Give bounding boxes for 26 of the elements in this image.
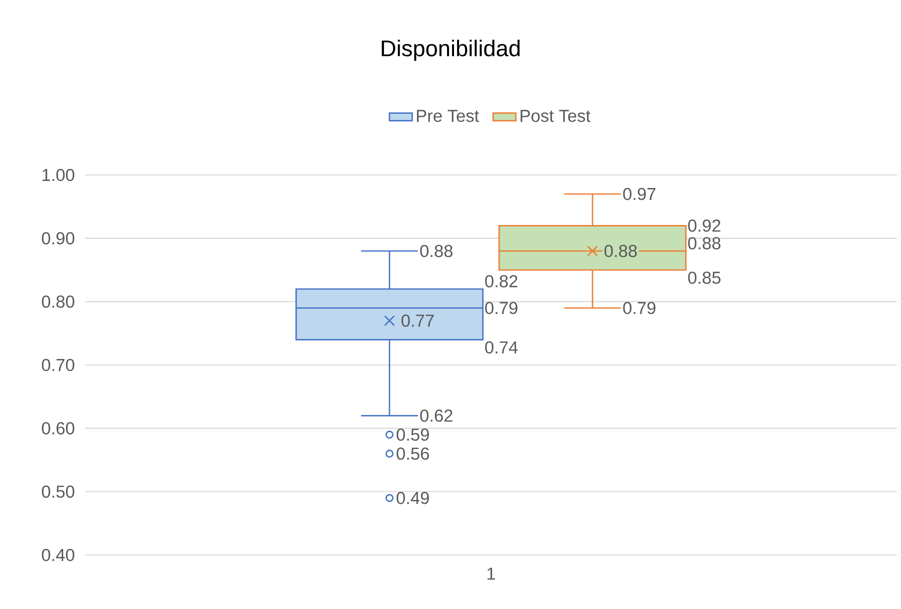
annotation: 0.79	[623, 302, 656, 314]
legend-label: Post Test	[520, 110, 590, 122]
annotation: 0.97	[623, 188, 656, 200]
annotation: 0.49	[396, 492, 429, 504]
annotation: 0.88	[420, 244, 452, 258]
y-tick-label: 0.70	[42, 358, 74, 372]
x-tick-label: 1	[487, 568, 495, 580]
annotation: 0.85	[688, 272, 720, 284]
annotation: 0.79	[485, 302, 518, 314]
annotation: 0.88	[604, 244, 637, 258]
annotation: 0.74	[485, 341, 518, 354]
annotation: 0.92	[688, 220, 720, 232]
annotation: 0.59	[396, 428, 429, 441]
y-tick-label: 0.40	[42, 548, 74, 562]
annotation: 0.62	[420, 410, 452, 422]
annotation: 0.77	[402, 314, 434, 327]
legend-label: Pre Test	[416, 110, 480, 122]
annotation: 0.88	[688, 237, 720, 250]
y-tick-label: 0.90	[42, 232, 74, 244]
chart-title: Disponibilidad	[382, 40, 520, 61]
y-tick-label: 0.80	[42, 296, 74, 308]
y-tick-label: 1.00	[42, 168, 74, 182]
annotation: 0.56	[396, 448, 429, 460]
annotation: 0.82	[485, 275, 518, 288]
y-tick-label: 0.50	[42, 486, 74, 498]
y-tick-label: 0.60	[42, 422, 74, 434]
